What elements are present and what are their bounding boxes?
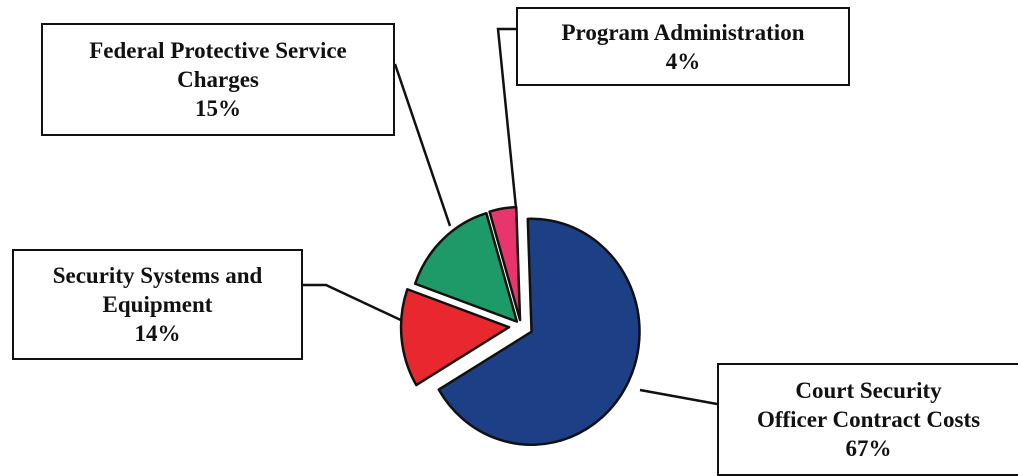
pie-slice-court-security-officer-contract-costs (437, 217, 641, 446)
callout-security-systems: Security Systems and Equipment 14% (12, 249, 303, 360)
leader-lines (303, 27, 718, 406)
callout-program-administration: Program Administration 4% (516, 7, 850, 86)
pie-slices (399, 205, 641, 446)
leader-line-ss (303, 283, 406, 324)
callout-ss-line2: Equipment (102, 292, 213, 317)
callout-csoc-percent: 67% (845, 436, 892, 461)
leader-line-csoc (639, 388, 718, 406)
callout-pa-percent: 4% (665, 48, 701, 74)
callout-fps-line1: Federal Protective Service (89, 38, 347, 63)
leader-line-pa (496, 27, 518, 209)
leader-line-fps (393, 63, 452, 227)
callout-ss-percent: 14% (134, 321, 181, 346)
callout-fps-percent: 15% (195, 96, 241, 121)
pie-slice-security-systems-and-equipment (399, 288, 511, 387)
callout-csoc-line2: Officer Contract Costs (756, 407, 981, 432)
callout-ss-line1: Security Systems and (52, 263, 263, 288)
callout-federal-protective-service: Federal Protective Service Charges 15% (41, 23, 395, 136)
callout-court-security-officer: Court Security Officer Contract Costs 67… (717, 363, 1018, 476)
pie-slice-federal-protective-service-charges (413, 211, 519, 323)
callout-fps-line2: Charges (177, 67, 259, 92)
callout-csoc-line1: Court Security (795, 378, 942, 403)
callout-pa-line1: Program Administration (561, 19, 805, 45)
pie-slice-program-administration (488, 205, 522, 322)
